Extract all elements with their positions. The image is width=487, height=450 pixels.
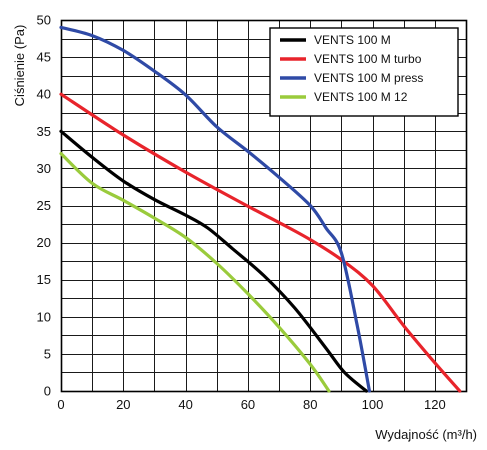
legend-box [269, 27, 459, 117]
x-tick-label: 40 [178, 397, 192, 412]
y-tick-label: 45 [37, 50, 51, 65]
y-tick-label: 0 [44, 384, 51, 399]
legend-label: VENTS 100 M [314, 33, 391, 47]
legend-label: VENTS 100 M turbo [314, 52, 422, 66]
y-tick-label: 50 [37, 13, 51, 28]
y-tick-label: 5 [44, 346, 51, 361]
y-tick-label: 20 [37, 235, 51, 250]
y-tick-label: 30 [37, 161, 51, 176]
y-tick-label: 40 [37, 87, 51, 102]
legend-label: VENTS 100 M 12 [314, 90, 408, 104]
series-line-2 [59, 92, 462, 393]
x-axis-title: Wydajność (m³/h) [375, 427, 477, 442]
x-tick-label: 60 [241, 397, 255, 412]
y-tick-label: 15 [37, 272, 51, 287]
x-tick-label: 20 [116, 397, 130, 412]
x-tick-label: 0 [57, 397, 64, 412]
y-tick-label: 10 [37, 309, 51, 324]
series-line-1 [59, 129, 368, 393]
series-line-3 [59, 25, 372, 393]
legend-label: VENTS 100 M press [314, 71, 423, 85]
x-tick-label: 100 [362, 397, 384, 412]
x-tick-label: 120 [424, 397, 446, 412]
y-tick-label: 25 [37, 198, 51, 213]
y-axis-title: Ciśnienie (Pa) [12, 25, 27, 107]
y-tick-label: 35 [37, 124, 51, 139]
series-line-4 [59, 151, 331, 393]
x-tick-label: 80 [303, 397, 317, 412]
plot-frame [60, 19, 468, 393]
